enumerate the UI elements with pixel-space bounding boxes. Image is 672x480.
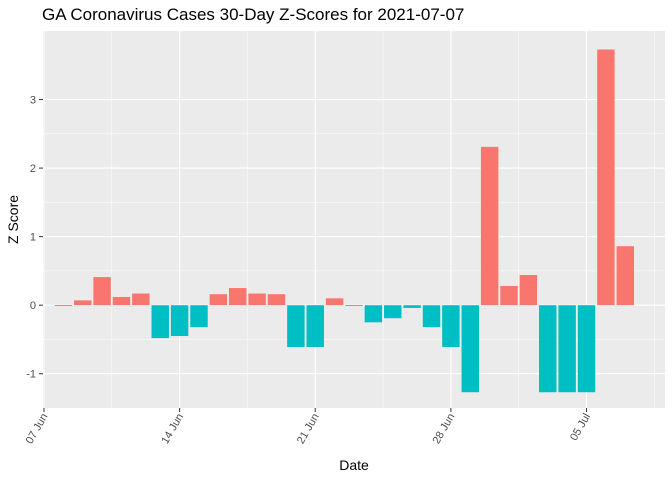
bar: [325, 298, 344, 306]
bar: [112, 296, 131, 306]
bar: [209, 294, 228, 306]
bar: [597, 49, 615, 306]
bar: [345, 305, 363, 306]
y-tick-label: 2: [30, 163, 36, 175]
x-tick-label: 14 Jun: [159, 412, 186, 447]
bar: [364, 305, 383, 323]
bar: [190, 305, 208, 328]
x-tick-label: 05 Jul: [568, 412, 593, 443]
bar: [306, 305, 324, 347]
bar: [384, 305, 402, 319]
x-axis-title: Date: [339, 457, 369, 473]
bar: [229, 288, 247, 306]
y-tick-label: 1: [30, 232, 36, 244]
x-tick-label: 21 Jun: [295, 412, 322, 447]
y-axis-title: Z Score: [5, 195, 21, 244]
bar: [616, 246, 634, 306]
bar: [461, 305, 479, 393]
bar: [267, 294, 286, 306]
bar: [151, 305, 169, 339]
chart-title: GA Coronavirus Cases 30-Day Z-Scores for…: [42, 5, 465, 24]
bar: [132, 293, 150, 306]
bar: [403, 305, 421, 308]
y-tick-label: 3: [30, 95, 36, 107]
bar: [248, 293, 266, 306]
x-tick-label: 28 Jun: [431, 412, 458, 447]
y-axis: -1 0 1 2 3: [26, 95, 43, 381]
bar: [539, 305, 557, 393]
bar: [577, 305, 596, 393]
bar: [170, 305, 189, 337]
bar: [480, 146, 499, 306]
bar: [287, 305, 305, 347]
bar: [74, 300, 92, 306]
y-tick-label: -1: [26, 369, 36, 381]
bar: [558, 305, 576, 393]
bar: [500, 285, 518, 306]
bar: [54, 305, 73, 306]
bar: [93, 277, 111, 306]
x-tick-label: 07 Jun: [24, 412, 51, 447]
y-tick-label: 0: [30, 300, 36, 312]
bar: [442, 305, 460, 347]
bar: [519, 275, 538, 306]
x-axis: 07 Jun 14 Jun 21 Jun 28 Jun 05 Jul: [24, 408, 593, 446]
bar: [422, 305, 441, 328]
bars: [54, 49, 634, 393]
